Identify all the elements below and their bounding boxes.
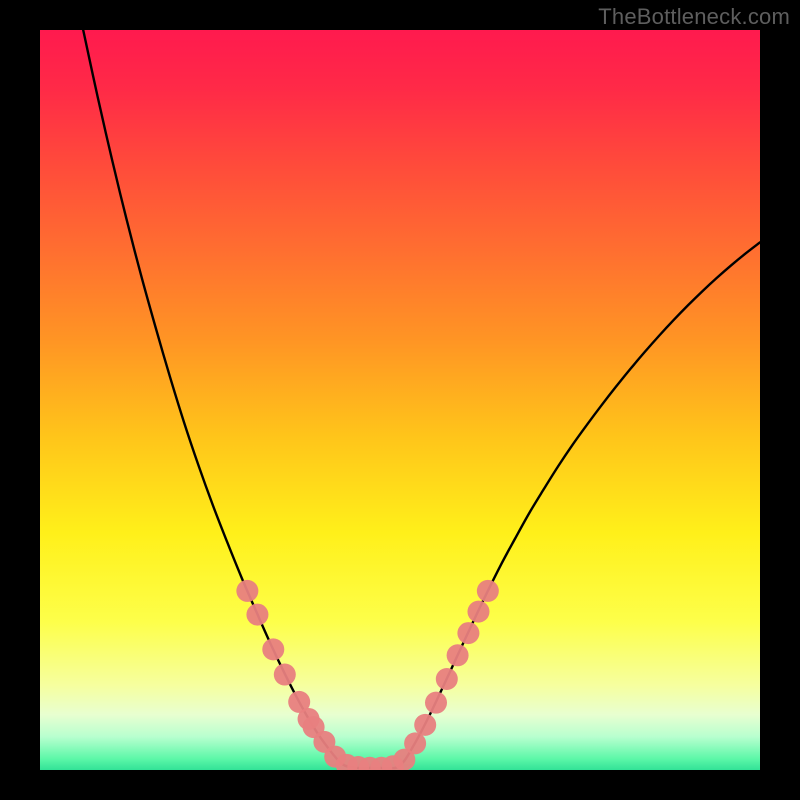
curve-marker: [436, 668, 458, 690]
curve-marker: [246, 604, 268, 626]
curve-marker: [414, 714, 436, 736]
curve-marker: [425, 692, 447, 714]
plot-background: [40, 30, 760, 770]
curve-marker: [447, 644, 469, 666]
bottleneck-chart: [0, 0, 800, 800]
stage: TheBottleneck.com: [0, 0, 800, 800]
curve-marker: [404, 732, 426, 754]
curve-marker: [467, 601, 489, 623]
curve-marker: [477, 580, 499, 602]
watermark-text: TheBottleneck.com: [598, 4, 790, 30]
curve-marker: [457, 622, 479, 644]
curve-marker: [236, 580, 258, 602]
curve-marker: [262, 638, 284, 660]
curve-marker: [274, 664, 296, 686]
